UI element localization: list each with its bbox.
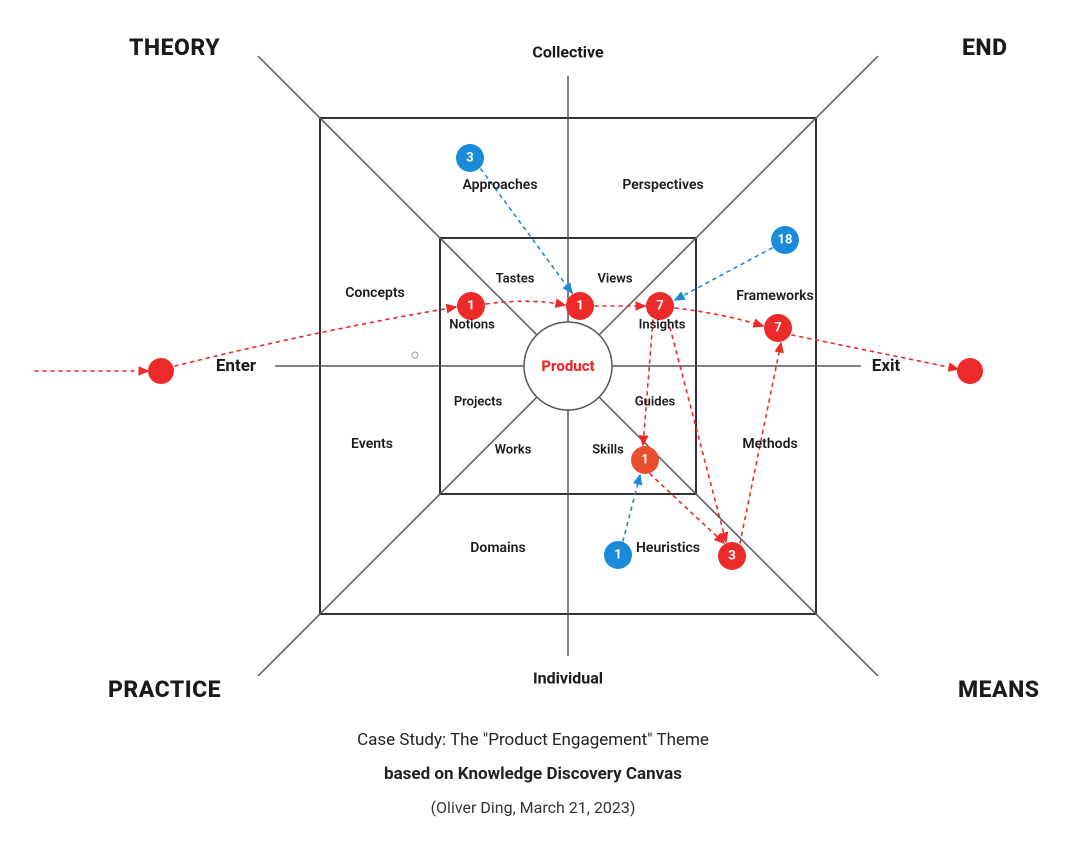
cell-views: Views: [597, 272, 632, 287]
cell-projects: Projects: [454, 395, 502, 410]
cell-approaches: Approaches: [462, 177, 537, 193]
axis-enter: Enter: [216, 356, 256, 376]
node-b-approach: 3: [466, 151, 473, 166]
node-n-heur: 3: [728, 549, 735, 564]
corner-practice: PRACTICE: [108, 676, 221, 703]
cell-concepts: Concepts: [345, 285, 405, 301]
caption-line3: (Oliver Ding, March 21, 2023): [0, 798, 1066, 817]
cell-works: Works: [495, 443, 532, 458]
node-n-views: 1: [576, 299, 583, 314]
cell-insights: Insights: [639, 318, 686, 333]
cell-tastes: Tastes: [496, 272, 535, 287]
axis-individual: Individual: [533, 669, 603, 688]
corner-end: END: [962, 34, 1008, 61]
cell-guides: Guides: [635, 395, 676, 410]
cell-skills: Skills: [592, 443, 624, 458]
axis-collective: Collective: [532, 43, 603, 62]
cell-perspectives: Perspectives: [622, 177, 703, 193]
cell-notions: Notions: [449, 318, 495, 333]
axis-exit: Exit: [872, 356, 900, 376]
diagram-stage: 1 1 7 7 1 3 3 18 1 THEORY END PRACTICE MEANS Col…: [0, 0, 1066, 848]
cell-frameworks: Frameworks: [736, 288, 813, 304]
node-n-frame: 7: [774, 321, 781, 336]
node-n-notions: 1: [467, 299, 474, 314]
node-n-skills: 1: [641, 453, 648, 468]
caption-line2: based on Knowledge Discovery Canvas: [0, 764, 1066, 784]
corner-means: MEANS: [958, 676, 1040, 703]
caption: Case Study: The "Product Engagement" The…: [0, 730, 1066, 817]
caption-line1: Case Study: The "Product Engagement" The…: [0, 730, 1066, 750]
center-product: Product: [541, 357, 594, 375]
node-b-frame: 18: [778, 233, 793, 248]
cell-events: Events: [351, 436, 393, 452]
diagram-svg: 1 1 7 7 1 3 3 18 1: [0, 0, 1066, 848]
cell-domains: Domains: [470, 540, 525, 556]
node-b-skills: 1: [614, 548, 621, 563]
cell-methods: Methods: [742, 436, 797, 452]
corner-theory: THEORY: [129, 34, 220, 61]
cell-heuristics: Heuristics: [636, 540, 700, 556]
node-n-insights: 7: [656, 299, 663, 314]
